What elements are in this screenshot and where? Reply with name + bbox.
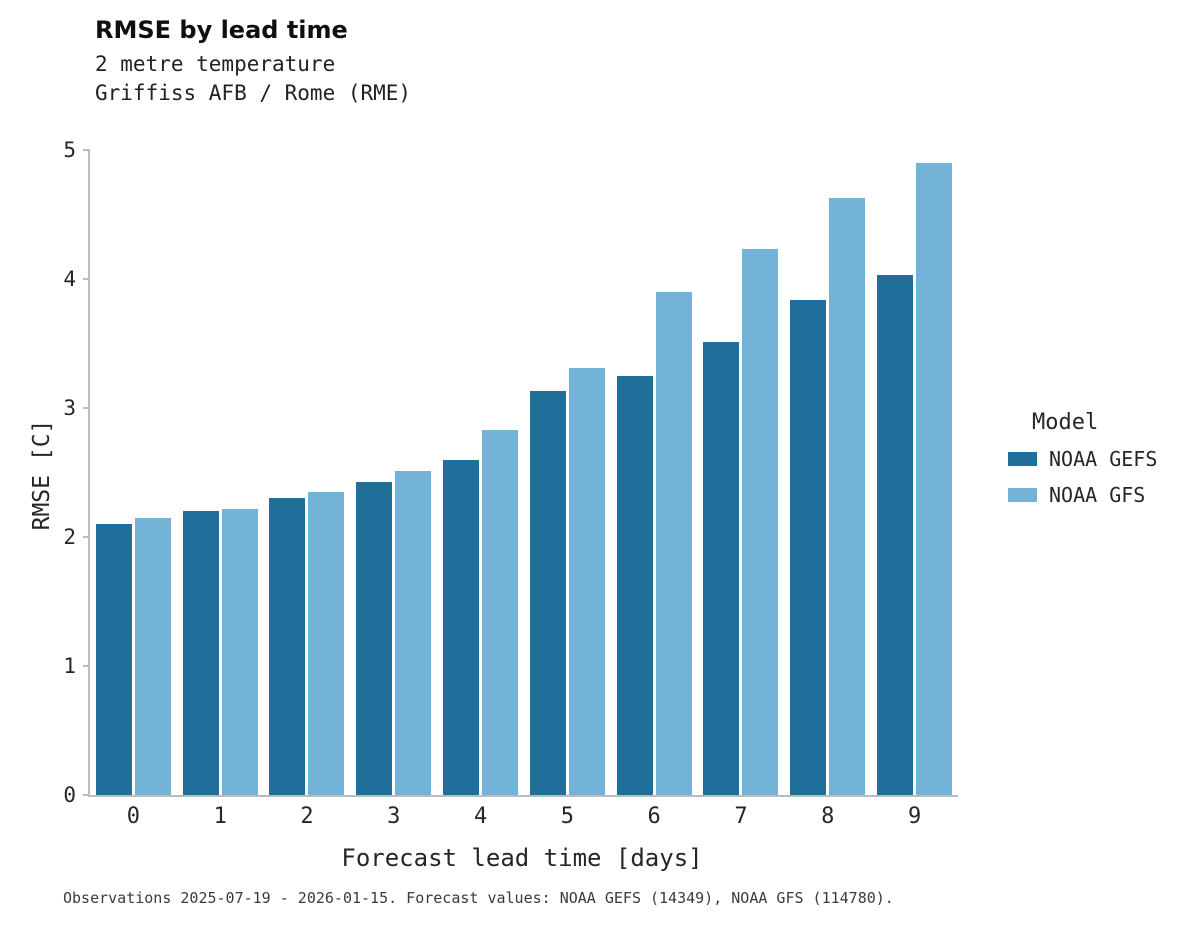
x-tick-label: 2 — [300, 804, 314, 829]
bar-noaa-gefs — [269, 498, 306, 795]
bar-group: 9 — [871, 150, 958, 829]
legend-entries: NOAA GEFS NOAA GFS — [1008, 447, 1157, 507]
y-tick-label: 0 — [63, 783, 76, 807]
bar-group: 7 — [698, 150, 785, 829]
y-tick-mark — [83, 278, 90, 280]
bar-noaa-gefs — [182, 511, 219, 795]
bar-group: 0 — [90, 150, 177, 829]
caption: Observations 2025-07-19 - 2026-01-15. Fo… — [63, 889, 894, 907]
legend: Model NOAA GEFS NOAA GFS — [1008, 410, 1157, 519]
bar-noaa-gefs — [703, 342, 740, 795]
x-tick-label: 8 — [821, 804, 835, 829]
bar-noaa-gfs — [308, 491, 345, 795]
legend-label: NOAA GFS — [1049, 483, 1146, 507]
bar-group: 5 — [524, 150, 611, 829]
bar-noaa-gefs — [790, 299, 827, 795]
bar-noaa-gefs — [443, 459, 480, 795]
x-tick-label: 1 — [213, 804, 227, 829]
bar-noaa-gfs — [742, 249, 779, 795]
legend-swatch — [1008, 452, 1037, 466]
x-tick-label: 3 — [387, 804, 401, 829]
x-tick-label: 5 — [560, 804, 574, 829]
bar-noaa-gfs — [655, 291, 692, 795]
bar-group: 4 — [437, 150, 524, 829]
x-tick-label: 0 — [126, 804, 141, 829]
bar-noaa-gefs — [356, 481, 393, 795]
chart-subtitle: 2 metre temperature — [95, 52, 336, 76]
y-tick-mark — [83, 665, 90, 667]
bar-noaa-gfs — [568, 368, 605, 795]
chart-title: RMSE by lead time — [95, 16, 348, 44]
bar-noaa-gefs — [529, 391, 566, 795]
bar-noaa-gfs — [221, 508, 258, 795]
y-tick-label: 5 — [63, 138, 76, 162]
legend-swatch — [1008, 488, 1037, 502]
bar-noaa-gefs — [95, 524, 132, 795]
y-tick-label: 1 — [63, 654, 76, 678]
bar-noaa-gfs — [829, 197, 866, 795]
y-tick-label: 4 — [63, 267, 76, 291]
legend-entry: NOAA GFS — [1008, 483, 1157, 507]
y-tick-label: 3 — [63, 396, 76, 420]
y-tick-mark — [83, 407, 90, 409]
bar-group: 1 — [177, 150, 264, 829]
bar-group: 3 — [350, 150, 437, 829]
x-tick-label: 7 — [734, 804, 748, 829]
y-tick-label: 2 — [63, 525, 76, 549]
bar-noaa-gfs — [134, 517, 171, 795]
y-tick-mark — [83, 149, 90, 151]
x-axis-label: Forecast lead time [days] — [341, 844, 703, 872]
legend-title: Model — [1032, 410, 1099, 435]
bar-noaa-gfs — [395, 471, 432, 795]
x-tick-label: 6 — [647, 804, 661, 829]
legend-label: NOAA GEFS — [1049, 447, 1158, 471]
bar-groups: 0 1 2 3 4 5 6 7 8 9 — [90, 150, 958, 829]
bar-group: 6 — [611, 150, 698, 829]
y-tick-mark — [83, 536, 90, 538]
bar-group: 2 — [264, 150, 351, 829]
chart-subtitle-location: Griffiss AFB / Rome (RME) — [95, 81, 412, 105]
plot-area: 0 1 2 3 4 5 0 1 2 3 4 5 6 7 8 9 — [63, 138, 958, 829]
x-tick-label: 4 — [473, 804, 488, 829]
bar-noaa-gfs — [482, 429, 519, 795]
bar-noaa-gfs — [916, 162, 953, 795]
y-tick-mark — [83, 794, 90, 796]
legend-entry: NOAA GEFS — [1008, 447, 1157, 471]
bar-group: 8 — [784, 150, 871, 829]
x-tick-label: 9 — [907, 804, 922, 829]
bar-noaa-gefs — [877, 275, 914, 795]
bar-noaa-gefs — [616, 375, 653, 795]
